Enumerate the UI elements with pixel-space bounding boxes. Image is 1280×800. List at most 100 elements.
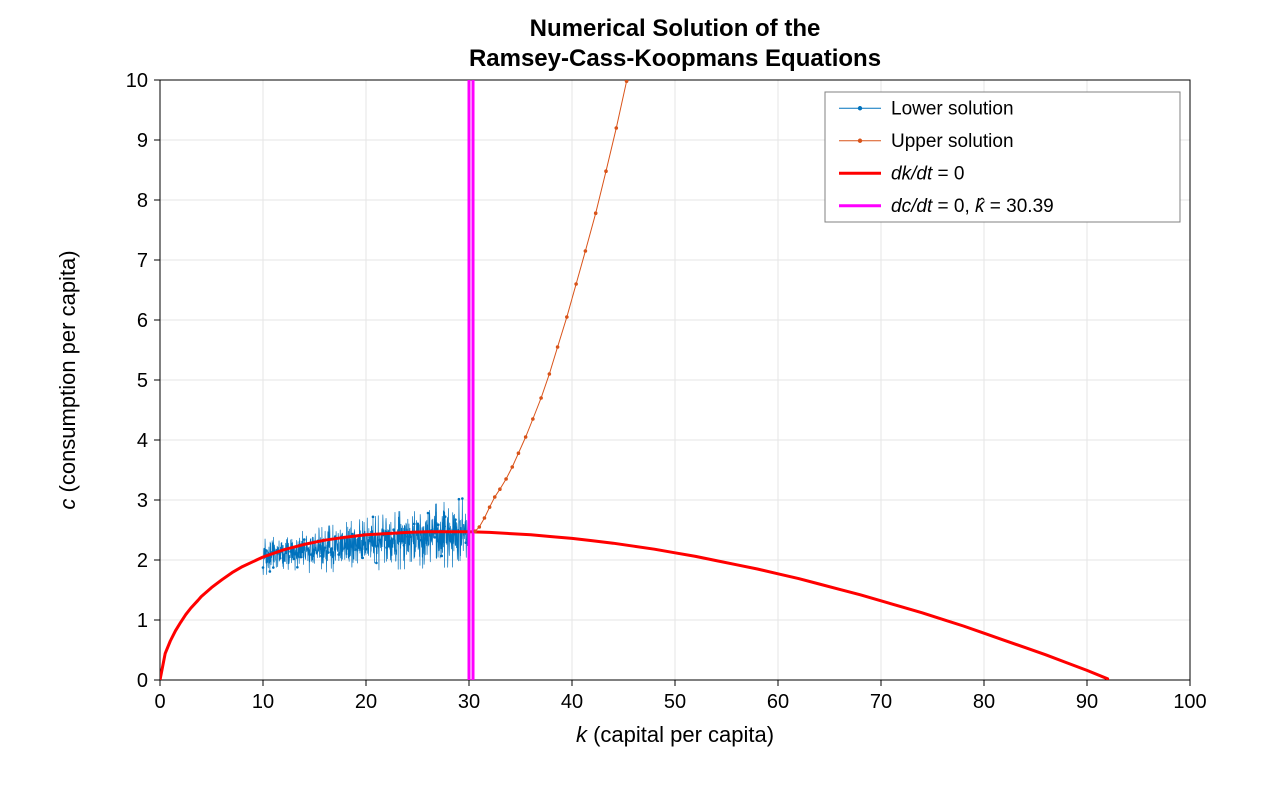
lower-solution-marker: [375, 562, 378, 565]
lower-solution-marker: [399, 540, 402, 543]
legend-marker: [858, 139, 862, 143]
ytick-label: 0: [137, 670, 148, 692]
xtick-label: 20: [355, 691, 377, 713]
ytick-label: 10: [126, 70, 148, 92]
lower-solution-marker: [413, 523, 416, 526]
upper-solution-marker: [488, 505, 492, 509]
lower-solution-marker: [330, 547, 333, 550]
lower-solution-marker: [434, 536, 437, 539]
lower-solution-marker: [406, 535, 409, 538]
lower-solution-marker: [437, 523, 440, 526]
upper-solution-marker: [473, 529, 477, 533]
upper-solution-marker: [574, 282, 578, 286]
lower-solution-marker: [392, 528, 395, 531]
upper-solution-marker: [584, 249, 588, 253]
lower-solution-marker: [300, 556, 303, 559]
lower-solution-marker: [324, 546, 327, 549]
legend-label: dc/dt = 0, k̂ = 30.39: [891, 196, 1054, 217]
ytick-label: 1: [137, 610, 148, 632]
legend-marker: [858, 106, 862, 110]
lower-solution-marker: [306, 548, 309, 551]
upper-solution-marker: [531, 417, 535, 421]
ytick-label: 5: [137, 370, 148, 392]
ytick-label: 7: [137, 250, 148, 272]
lower-solution-marker: [403, 544, 406, 547]
ytick-label: 3: [137, 490, 148, 512]
upper-solution-marker: [594, 211, 598, 215]
chart-title-line1: Numerical Solution of the: [530, 15, 821, 42]
ytick-label: 2: [137, 550, 148, 572]
xtick-label: 10: [252, 691, 274, 713]
xtick-label: 0: [154, 691, 165, 713]
lower-solution-marker: [303, 538, 306, 541]
lower-solution-marker: [358, 546, 361, 549]
lower-solution-marker: [262, 566, 265, 569]
lower-solution-marker: [427, 512, 430, 515]
lower-solution-marker: [279, 557, 282, 560]
upper-solution-marker: [483, 516, 487, 520]
upper-solution-marker: [556, 345, 560, 349]
xtick-label: 50: [664, 691, 686, 713]
xtick-label: 100: [1173, 691, 1206, 713]
upper-solution-marker: [539, 396, 543, 400]
xtick-label: 30: [458, 691, 480, 713]
lower-solution-marker: [327, 551, 330, 554]
lower-solution-marker: [293, 558, 296, 561]
upper-solution-marker: [524, 435, 528, 439]
lower-solution-marker: [269, 570, 272, 573]
upper-solution-marker: [493, 495, 497, 499]
upper-solution-marker: [517, 451, 521, 455]
ytick-label: 8: [137, 190, 148, 212]
upper-solution-marker: [604, 169, 608, 173]
upper-solution-marker: [504, 477, 508, 481]
lower-solution-marker: [272, 566, 275, 569]
xtick-label: 90: [1076, 691, 1098, 713]
xtick-label: 80: [973, 691, 995, 713]
lower-solution-marker: [440, 555, 443, 558]
lower-solution-marker: [454, 518, 457, 521]
lower-solution-marker: [289, 550, 292, 553]
upper-solution-marker: [498, 487, 502, 491]
lower-solution-marker: [447, 527, 450, 530]
xtick-label: 40: [561, 691, 583, 713]
ytick-label: 6: [137, 310, 148, 332]
lower-solution-marker: [416, 523, 419, 526]
lower-solution-marker: [365, 548, 368, 551]
upper-solution-marker: [565, 315, 569, 319]
lower-solution-marker: [368, 536, 371, 539]
xtick-label: 70: [870, 691, 892, 713]
lower-solution-marker: [344, 546, 347, 549]
lower-solution-marker: [444, 515, 447, 518]
upper-solution-marker: [510, 465, 514, 469]
legend-label: dk/dt = 0: [891, 163, 964, 184]
lower-solution-marker: [451, 535, 454, 538]
lower-solution-marker: [379, 539, 382, 542]
x-axis-label: k (capital per capita): [576, 722, 774, 747]
lower-solution-marker: [385, 546, 388, 549]
lower-solution-marker: [409, 535, 412, 538]
lower-solution-marker: [310, 553, 313, 556]
legend-label: Lower solution: [891, 98, 1014, 119]
ytick-label: 9: [137, 130, 148, 152]
y-axis-label: c (consumption per capita): [55, 250, 80, 509]
lower-solution-marker: [337, 553, 340, 556]
lower-solution-marker: [389, 540, 392, 543]
lower-solution-marker: [361, 557, 364, 560]
chart-container: 0 10 20 30 40 50 60 70 80 90 100 0 1 2 3 4 5 6 7 8 9 10 Numeri…: [0, 0, 1280, 800]
ytick-label: 4: [137, 430, 148, 452]
lower-solution-marker: [355, 548, 358, 551]
lower-solution-marker: [296, 566, 299, 569]
chart-svg: 0 10 20 30 40 50 60 70 80 90 100 0 1 2 3 4 5 6 7 8 9 10 Numeri…: [0, 0, 1280, 800]
lower-solution-marker: [458, 498, 461, 501]
upper-solution-marker: [478, 525, 482, 529]
lower-solution-marker: [464, 541, 467, 544]
lower-solution-marker: [372, 516, 375, 519]
lower-solution-marker: [348, 553, 351, 556]
lower-solution-marker: [282, 559, 285, 562]
lower-solution-marker: [265, 549, 268, 552]
xtick-label: 60: [767, 691, 789, 713]
legend-label: Upper solution: [891, 131, 1014, 152]
lower-solution-marker: [461, 497, 464, 500]
upper-solution-marker: [548, 372, 552, 376]
legend: Lower solution Upper solution dk/dt = 0 dc/…: [825, 92, 1180, 222]
